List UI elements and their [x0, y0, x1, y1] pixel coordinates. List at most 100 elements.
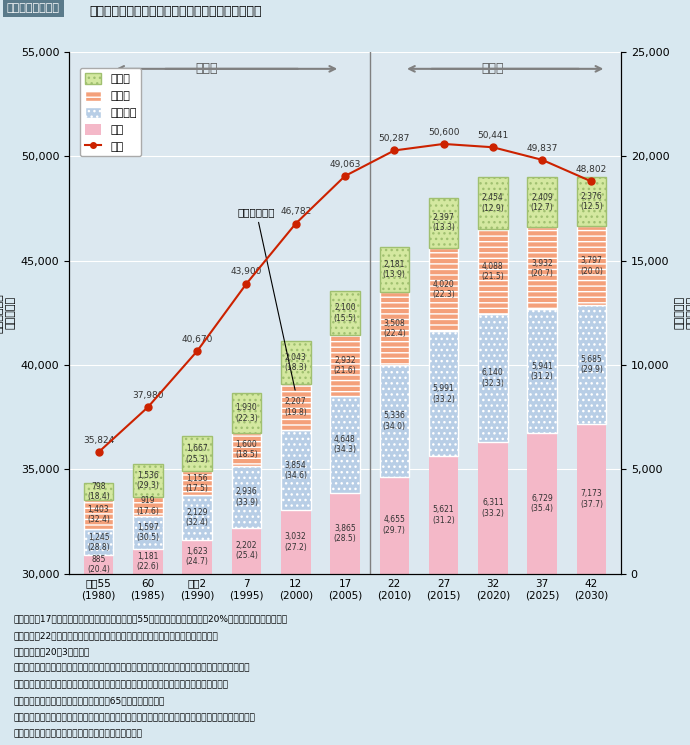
Text: 2,100
(15.5): 2,100 (15.5) [333, 303, 357, 323]
Bar [133, 516, 163, 549]
Text: 1,597
(30.5): 1,597 (30.5) [137, 523, 159, 542]
Text: 高齢世帯総数: 高齢世帯総数 [237, 207, 295, 390]
Bar [380, 247, 409, 292]
Text: 5,685
(29.9): 5,685 (29.9) [580, 355, 603, 375]
Bar [380, 477, 409, 574]
Bar [281, 430, 310, 510]
Bar [577, 424, 607, 574]
Bar [232, 393, 262, 433]
Text: 1,600
(18.5): 1,600 (18.5) [235, 440, 258, 460]
Bar [331, 335, 359, 396]
Bar [83, 555, 113, 574]
Bar [527, 177, 557, 227]
Text: 1,623
(24.7): 1,623 (24.7) [186, 547, 208, 566]
Bar [133, 496, 163, 516]
Bar [83, 529, 113, 555]
Bar [478, 177, 508, 229]
Text: （平成20年3月推計）: （平成20年3月推計） [14, 647, 90, 656]
Text: 5,336
(34.0): 5,336 (34.0) [383, 411, 406, 431]
Text: 50,441: 50,441 [477, 131, 509, 140]
Text: 50,600: 50,600 [428, 127, 460, 136]
Bar [83, 500, 113, 529]
Bar [527, 434, 557, 574]
Text: 高齢世帯数（家族類型別）及び一般世帯総数の推移: 高齢世帯数（家族類型別）及び一般世帯総数の推移 [90, 5, 262, 19]
Text: 885
(20.4): 885 (20.4) [87, 555, 110, 574]
Bar [133, 549, 163, 574]
Bar [232, 466, 262, 527]
Legend: その他, 親と子, 夫婦のみ, 単独, 総数: その他, 親と子, 夫婦のみ, 単独, 総数 [80, 68, 141, 156]
Bar [182, 437, 212, 472]
Text: 1,245
(28.8): 1,245 (28.8) [87, 533, 110, 552]
Text: 7,173
(37.7): 7,173 (37.7) [580, 489, 603, 509]
Text: 3,032
(27.2): 3,032 (27.2) [284, 533, 307, 552]
Text: 2,376
(12.5): 2,376 (12.5) [580, 191, 603, 211]
Text: 推計値: 推計値 [482, 63, 504, 75]
Bar [428, 247, 458, 332]
Text: （注４）四捨五入のため合計は必ずしも一致しない。: （注４）四捨五入のため合計は必ずしも一致しない。 [14, 729, 143, 738]
Text: 3,797
(20.0): 3,797 (20.0) [580, 256, 603, 276]
Bar [577, 177, 607, 226]
Text: 5,621
(31.2): 5,621 (31.2) [432, 505, 455, 524]
Text: 1,181
(22.6): 1,181 (22.6) [137, 551, 159, 571]
Bar [331, 396, 359, 493]
Text: 4,020
(22.3): 4,020 (22.3) [432, 280, 455, 299]
Text: 2,409
(12.7): 2,409 (12.7) [531, 192, 553, 212]
Text: 2,129
(32.4): 2,129 (32.4) [186, 508, 208, 527]
Bar [182, 495, 212, 540]
Text: 5,991
(33.2): 5,991 (33.2) [432, 384, 455, 404]
Text: 1,156
(17.5): 1,156 (17.5) [186, 474, 208, 493]
Bar [577, 305, 607, 424]
Y-axis label: 一般世帯総数
（千世帯）: 一般世帯総数 （千世帯） [0, 293, 15, 333]
Text: 37,980: 37,980 [132, 391, 164, 400]
Text: 図１－２－１－３: 図１－２－１－３ [7, 3, 60, 13]
Bar [380, 292, 409, 365]
Bar [428, 332, 458, 457]
Text: 3,508
(22.4): 3,508 (22.4) [383, 319, 406, 338]
Bar [331, 493, 359, 574]
Text: （注２）高齢世帯とは、世帯主の年齢が65歳以上の一般世帯: （注２）高齢世帯とは、世帯主の年齢が65歳以上の一般世帯 [14, 697, 165, 706]
Text: 平成22年以降は国立社会保障・人口問題研究所「日本の世帯数の将来推計」: 平成22年以降は国立社会保障・人口問題研究所「日本の世帯数の将来推計」 [14, 631, 219, 640]
Bar [527, 227, 557, 309]
Text: 2,397
(13.3): 2,397 (13.3) [432, 213, 455, 232]
Bar [577, 226, 607, 305]
Text: 2,202
(25.4): 2,202 (25.4) [235, 541, 258, 560]
Text: （注１）一般世帯とは、住居と生計を共にする者の集まり、または、一戸を構える単身者のこと。: （注１）一般世帯とは、住居と生計を共にする者の集まり、または、一戸を構える単身者… [14, 664, 250, 673]
Bar [527, 309, 557, 434]
Text: 4,655
(29.7): 4,655 (29.7) [383, 516, 406, 535]
Text: 1,403
(32.4): 1,403 (32.4) [87, 505, 110, 524]
Text: 1,536
(29.3): 1,536 (29.3) [137, 471, 159, 490]
Text: 2,043
(18.3): 2,043 (18.3) [284, 353, 307, 372]
Text: 2,932
(21.6): 2,932 (21.6) [334, 356, 356, 375]
Bar [182, 472, 212, 495]
Text: 3,865
(28.5): 3,865 (28.5) [334, 524, 356, 543]
Text: 3,932
(20.7): 3,932 (20.7) [531, 259, 553, 278]
Y-axis label: 高齢世帯数
（千世帯）: 高齢世帯数 （千世帯） [675, 297, 690, 329]
Text: 2,181
(13.9): 2,181 (13.9) [383, 259, 406, 279]
Text: 6,311
(33.2): 6,311 (33.2) [482, 498, 504, 518]
Text: 5,941
(31.2): 5,941 (31.2) [531, 361, 553, 381]
Text: 919
(17.6): 919 (17.6) [137, 496, 159, 516]
Text: 3,854
(34.6): 3,854 (34.6) [284, 460, 307, 480]
Text: 1,667
(25.3): 1,667 (25.3) [186, 444, 208, 463]
Bar [281, 510, 310, 574]
Text: 798
(18.4): 798 (18.4) [87, 482, 110, 501]
Text: 50,287: 50,287 [379, 134, 410, 143]
Text: 40,670: 40,670 [181, 335, 213, 343]
Text: 48,802: 48,802 [575, 165, 607, 174]
Text: 1,930
(22.3): 1,930 (22.3) [235, 403, 258, 422]
Text: 49,837: 49,837 [526, 144, 558, 153]
Text: 35,824: 35,824 [83, 436, 115, 445]
Text: 49,063: 49,063 [329, 159, 361, 168]
Text: 4,088
(21.5): 4,088 (21.5) [482, 261, 504, 281]
Bar [133, 464, 163, 496]
Text: 2,936
(33.9): 2,936 (33.9) [235, 487, 258, 507]
Text: （注３）（　）内の数字は、高齢世帯総数に占める割合（％）であり、千世帯単位で計算している。: （注３）（ ）内の数字は、高齢世帯総数に占める割合（％）であり、千世帯単位で計算… [14, 713, 256, 722]
Text: 実績値: 実績値 [196, 63, 218, 75]
Bar [232, 527, 262, 574]
Text: 6,729
(35.4): 6,729 (35.4) [531, 494, 553, 513]
Text: 資料：平成17年までは総務省「国勢調査」（昭和55年の家族類型別世帯数は20%抽出集計結果による。）: 資料：平成17年までは総務省「国勢調査」（昭和55年の家族類型別世帯数は20%抽… [14, 615, 288, 624]
Bar [182, 540, 212, 574]
Bar [331, 291, 359, 335]
Text: 46,782: 46,782 [280, 207, 311, 216]
Bar [428, 457, 458, 574]
